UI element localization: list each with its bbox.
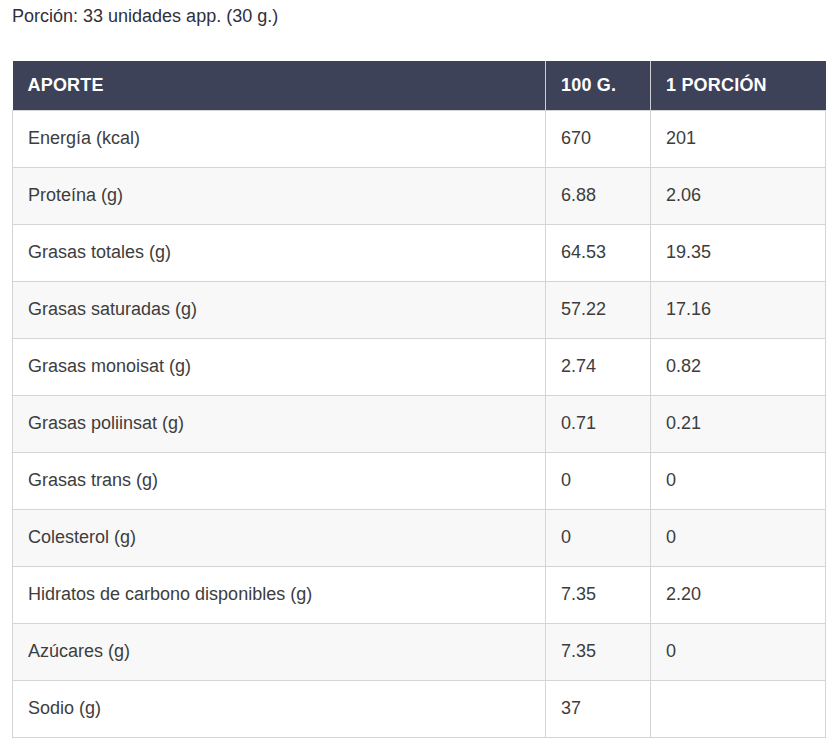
row-value-100g: 0.71 bbox=[546, 395, 651, 452]
row-value-portion: 0.21 bbox=[651, 395, 826, 452]
row-label: Grasas trans (g) bbox=[13, 452, 546, 509]
table-row: Grasas saturadas (g) 57.22 17.16 bbox=[13, 281, 826, 338]
header-aporte: APORTE bbox=[13, 61, 546, 110]
row-value-portion: 201 bbox=[651, 110, 826, 167]
row-value-portion: 0 bbox=[651, 623, 826, 680]
row-value-100g: 7.35 bbox=[546, 566, 651, 623]
table-row: Azúcares (g) 7.35 0 bbox=[13, 623, 826, 680]
row-value-portion: 0 bbox=[651, 452, 826, 509]
row-value-100g: 57.22 bbox=[546, 281, 651, 338]
table-row: Grasas poliinsat (g) 0.71 0.21 bbox=[13, 395, 826, 452]
row-value-portion: 2.20 bbox=[651, 566, 826, 623]
row-value-100g: 6.88 bbox=[546, 167, 651, 224]
table-row: Grasas monoisat (g) 2.74 0.82 bbox=[13, 338, 826, 395]
row-label: Energía (kcal) bbox=[13, 110, 546, 167]
row-value-portion: 17.16 bbox=[651, 281, 826, 338]
header-100g: 100 G. bbox=[546, 61, 651, 110]
row-value-portion: 0.82 bbox=[651, 338, 826, 395]
row-label: Grasas totales (g) bbox=[13, 224, 546, 281]
row-value-100g: 0 bbox=[546, 509, 651, 566]
row-label: Azúcares (g) bbox=[13, 623, 546, 680]
row-value-portion bbox=[651, 680, 826, 737]
row-value-portion: 0 bbox=[651, 509, 826, 566]
table-header-row: APORTE 100 G. 1 PORCIÓN bbox=[13, 61, 826, 110]
table-row: Grasas totales (g) 64.53 19.35 bbox=[13, 224, 826, 281]
row-value-100g: 64.53 bbox=[546, 224, 651, 281]
row-value-portion: 19.35 bbox=[651, 224, 826, 281]
row-value-100g: 2.74 bbox=[546, 338, 651, 395]
table-row: Colesterol (g) 0 0 bbox=[13, 509, 826, 566]
row-label: Grasas poliinsat (g) bbox=[13, 395, 546, 452]
row-value-100g: 670 bbox=[546, 110, 651, 167]
row-label: Proteína (g) bbox=[13, 167, 546, 224]
row-label: Grasas monoisat (g) bbox=[13, 338, 546, 395]
row-label: Grasas saturadas (g) bbox=[13, 281, 546, 338]
table-row: Proteína (g) 6.88 2.06 bbox=[13, 167, 826, 224]
row-label: Colesterol (g) bbox=[13, 509, 546, 566]
table-row: Hidratos de carbono disponibles (g) 7.35… bbox=[13, 566, 826, 623]
row-value-portion: 2.06 bbox=[651, 167, 826, 224]
table-row: Sodio (g) 37 bbox=[13, 680, 826, 737]
row-value-100g: 37 bbox=[546, 680, 651, 737]
row-value-100g: 7.35 bbox=[546, 623, 651, 680]
header-1-porcion: 1 PORCIÓN bbox=[651, 61, 826, 110]
portion-label: Porción: 33 unidades app. (30 g.) bbox=[12, 4, 824, 29]
row-label: Sodio (g) bbox=[13, 680, 546, 737]
table-row: Grasas trans (g) 0 0 bbox=[13, 452, 826, 509]
row-label: Hidratos de carbono disponibles (g) bbox=[13, 566, 546, 623]
nutrition-table: APORTE 100 G. 1 PORCIÓN Energía (kcal) 6… bbox=[12, 61, 826, 738]
table-row: Energía (kcal) 670 201 bbox=[13, 110, 826, 167]
row-value-100g: 0 bbox=[546, 452, 651, 509]
